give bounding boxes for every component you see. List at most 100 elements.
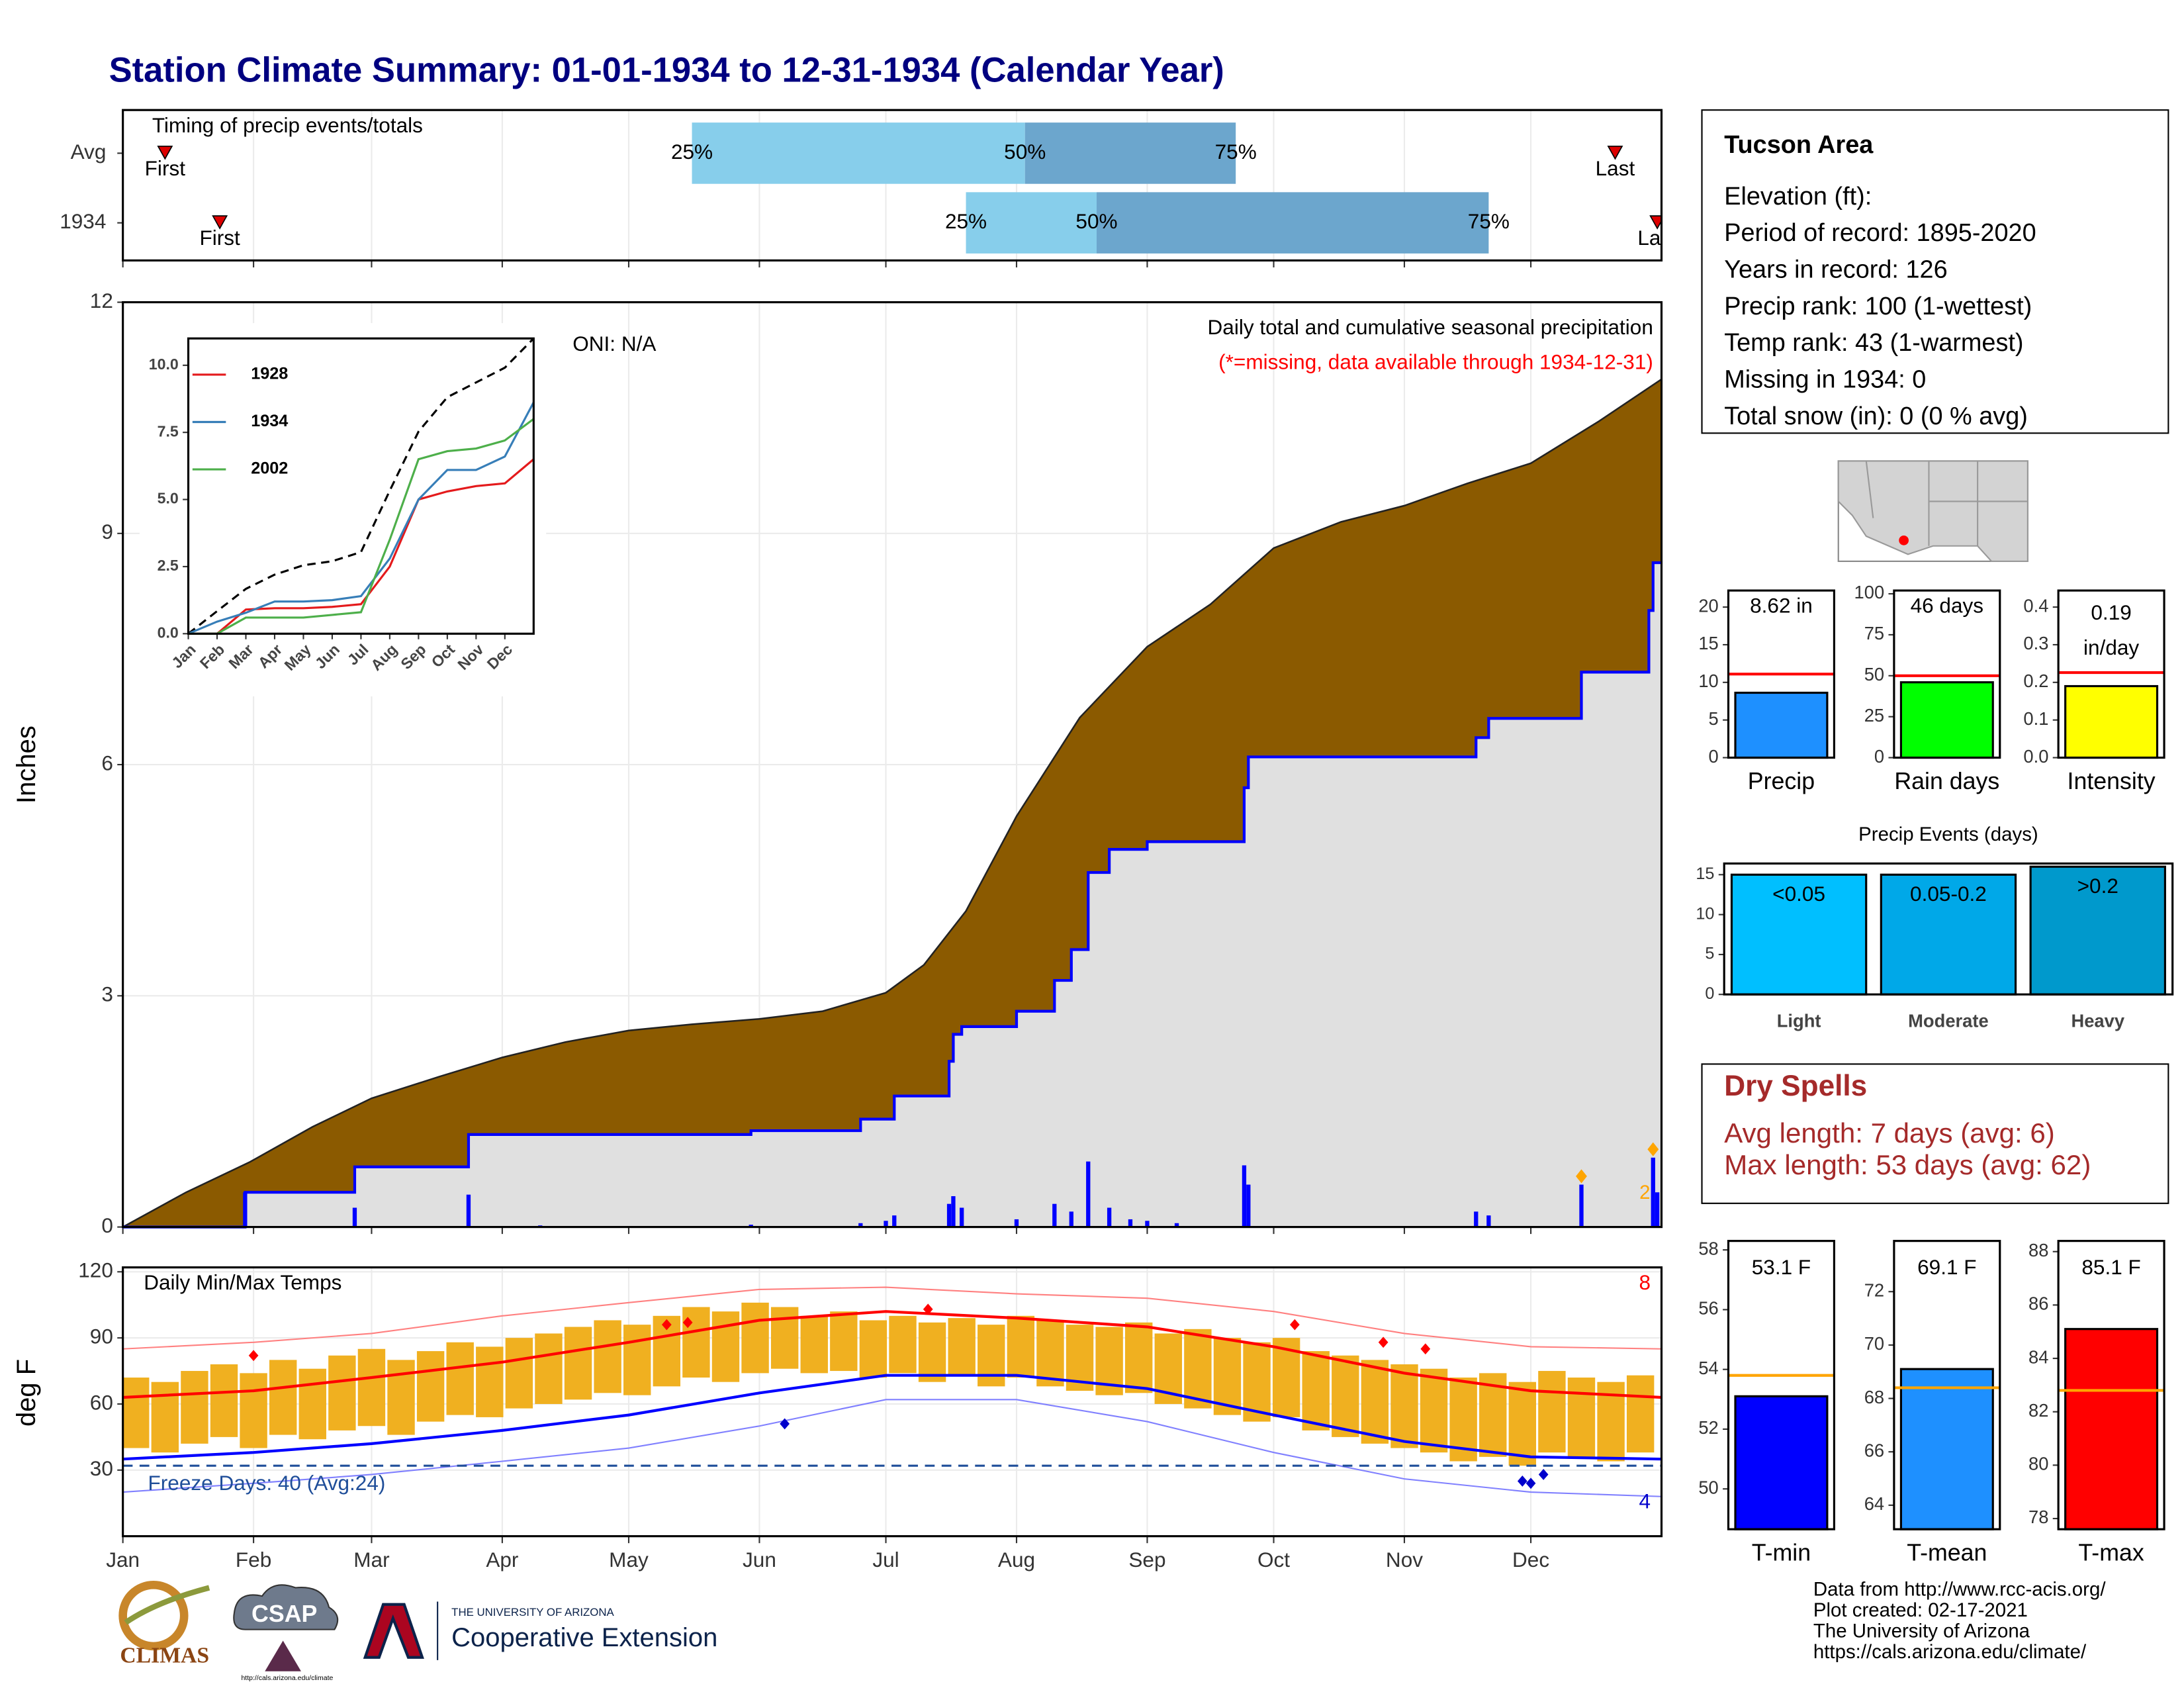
normal-cumulative-line — [122, 378, 1662, 1228]
quantile-bar — [966, 192, 1097, 254]
event-label: First — [145, 156, 186, 180]
daily-temp-bar — [1420, 1368, 1448, 1453]
plot-frame — [122, 1266, 1663, 1538]
dry-spells-box — [1701, 1063, 2169, 1204]
y-tick-label: 0 — [101, 1213, 113, 1237]
daily-temp-bar — [122, 1378, 150, 1448]
y-tick-label: 25 — [1864, 705, 1884, 726]
y-tick-label: 52 — [1698, 1417, 1718, 1438]
daily-precip-bar — [951, 1196, 956, 1227]
x-tick-label: Moderate — [1908, 1011, 1989, 1031]
daily-temp-bar — [564, 1327, 592, 1400]
timing-panel: 25% 50% 75% First Last 25% 50% 75% First Last Timi… — [60, 109, 1663, 267]
daily-temp-bar — [978, 1325, 1005, 1387]
daily-temp-bar — [623, 1325, 651, 1395]
y-tick-label: 50 — [1698, 1477, 1718, 1497]
daily-temp-bar — [269, 1360, 297, 1435]
record-line — [122, 1286, 1662, 1350]
record-marker — [780, 1418, 790, 1430]
plot-frame — [1727, 589, 1835, 759]
daily-precip-bar — [1579, 1184, 1584, 1227]
daily-temp-bar — [918, 1322, 946, 1382]
daily-temp-bar — [800, 1315, 828, 1374]
y-tick-label: 75 — [1864, 623, 1884, 643]
daily-precip-bar — [352, 1207, 357, 1227]
daily-temp-bar — [741, 1302, 769, 1374]
footer-line: The University of Arizona — [1813, 1620, 2030, 1642]
record-marker — [1290, 1319, 1300, 1331]
y-axis-title: deg F — [12, 1359, 41, 1427]
daily-temp-bar — [859, 1320, 887, 1378]
y-tick-label: 5 — [1705, 945, 1714, 963]
y-tick-label: 60 — [90, 1390, 113, 1414]
event-marker — [1607, 146, 1623, 160]
quantile-label: 75% — [1468, 209, 1510, 233]
daily-temp-bar — [446, 1342, 474, 1415]
x-axis-label: T-mean — [1907, 1539, 1987, 1566]
record-marker — [248, 1350, 259, 1362]
y-tick-label: 5 — [1709, 708, 1719, 729]
daily-precip-bar — [946, 1203, 952, 1227]
daily-temp-bar — [151, 1382, 179, 1453]
plot-frame — [122, 301, 1663, 1229]
events-title: Precip Events (days) — [1858, 823, 2038, 845]
value-label: 69.1 F — [1917, 1255, 1976, 1279]
daily-temp-bar — [210, 1364, 238, 1437]
plot-frame — [2057, 589, 2165, 759]
record-marker — [1538, 1469, 1549, 1480]
y-tick-label: 58 — [1698, 1238, 1718, 1258]
y-tick-label: 68 — [1864, 1387, 1884, 1407]
csap-mountain — [265, 1640, 301, 1671]
logos: CLIMAS CSAP http://cals.arizona.edu/clim… — [118, 1580, 717, 1682]
daily-temp-bar — [1390, 1364, 1418, 1448]
map-land — [1837, 460, 2028, 562]
y-tick-label: 64 — [1864, 1493, 1884, 1514]
event-marker — [212, 215, 228, 230]
coop-extension: Cooperative Extension — [451, 1623, 717, 1652]
y-tick-label: 20 — [1698, 595, 1718, 616]
row-label: Avg — [71, 140, 107, 164]
y-tick-label: 0.3 — [2023, 633, 2048, 653]
plot-frame — [2057, 1240, 2165, 1530]
y-tick-label: 82 — [2028, 1400, 2048, 1421]
y-tick-label: 54 — [1698, 1358, 1718, 1378]
y-tick-label: 2.5 — [158, 557, 179, 574]
daily-precip-bar — [466, 1194, 471, 1227]
plot-frame — [1727, 1240, 1835, 1530]
plot-frame — [122, 109, 1663, 262]
y-tick-label: 10 — [1698, 671, 1718, 691]
daily-temp-bar — [1626, 1375, 1655, 1453]
event-bar — [1730, 873, 1868, 996]
y-tick-label: 3 — [101, 982, 113, 1006]
daily-precip-bar — [1246, 1184, 1251, 1227]
daily-temp-bar — [682, 1307, 710, 1378]
daily-temp-bar — [594, 1320, 621, 1393]
x-tick-label: Light — [1777, 1011, 1821, 1031]
timing-rows: 25% 50% 75% First Last 25% 50% 75% First Last — [145, 122, 1662, 254]
x-tick-label: Apr — [486, 1548, 518, 1571]
daily-temp-bar — [476, 1346, 504, 1417]
daily-precip-bar — [1086, 1161, 1091, 1227]
station-name: Tucson Area — [1724, 131, 1874, 159]
y-tick-label: 72 — [1864, 1280, 1884, 1300]
x-axis-label: T-max — [2078, 1539, 2144, 1566]
record-marker — [1420, 1343, 1431, 1355]
daily-temp-bar — [328, 1355, 356, 1430]
normal-line — [122, 1310, 1662, 1399]
daily-precip-bar — [1145, 1221, 1150, 1227]
y-tick-label: 15 — [1696, 865, 1714, 883]
quantile-label: 25% — [671, 140, 713, 164]
row-label: 1934 — [60, 209, 106, 233]
extreme-count: 2 — [1639, 1182, 1650, 1203]
x-axis-label: T-min — [1752, 1539, 1811, 1566]
x-tick-label: May — [609, 1548, 649, 1571]
y-tick-label: 0.0 — [2023, 746, 2048, 767]
summary-bar-panel: 78 80 82 84 86 88 85.1 F T-max — [2028, 1240, 2165, 1566]
daily-precip-bar — [1052, 1203, 1057, 1227]
daily-precip-bar — [884, 1221, 888, 1227]
daily-temp-bar — [711, 1311, 740, 1382]
daily-temp-bar — [505, 1338, 533, 1409]
daily-temp-bar — [181, 1371, 208, 1444]
y-tick-label: 78 — [2028, 1507, 2048, 1527]
